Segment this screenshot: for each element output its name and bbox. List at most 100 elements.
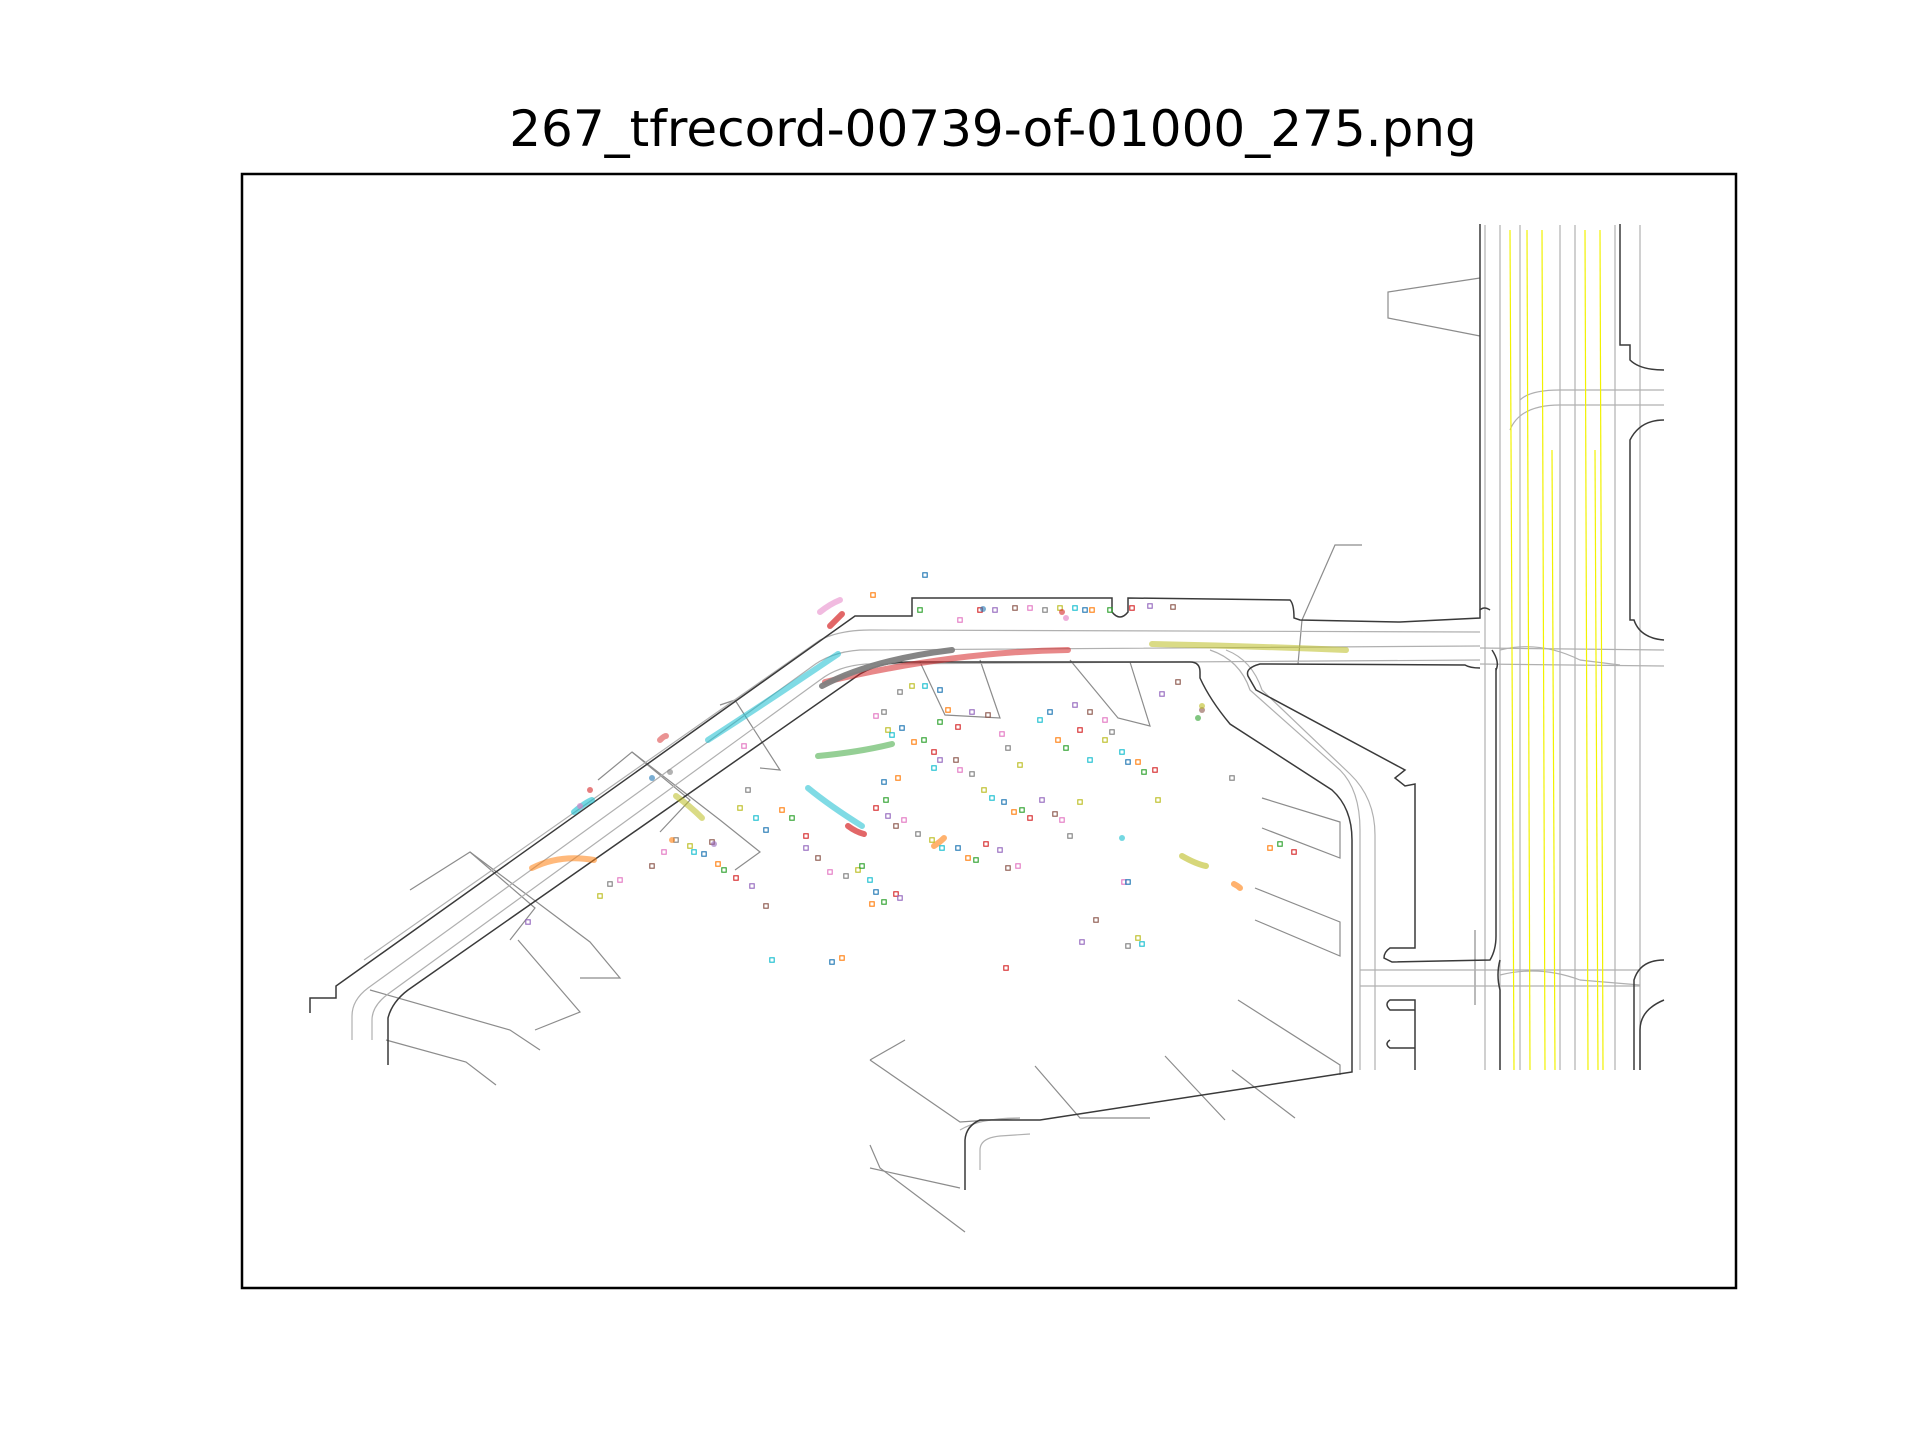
agent-position-marker xyxy=(1012,605,1018,611)
agent-position-marker xyxy=(1267,845,1273,851)
agent-position-marker xyxy=(855,867,861,873)
agent-position-marker xyxy=(803,845,809,851)
agent-position-marker xyxy=(1017,762,1023,768)
agent-position-marker xyxy=(889,732,895,738)
agent-position-marker xyxy=(829,959,835,965)
agent-position-marker xyxy=(1042,607,1048,613)
agent-position-marker xyxy=(922,683,928,689)
agent-position-marker xyxy=(957,767,963,773)
agent-position-marker xyxy=(937,757,943,763)
agent-position-marker xyxy=(915,831,921,837)
agent-position-marker xyxy=(691,849,697,855)
agent-position-marker xyxy=(1125,759,1131,765)
agent-position-marker xyxy=(1102,717,1108,723)
agent-position-marker xyxy=(931,765,937,771)
agent-position-marker xyxy=(1082,607,1088,613)
agent-position-marker xyxy=(1229,775,1235,781)
agent-position-marker xyxy=(753,815,759,821)
agent-trajectory xyxy=(805,785,865,829)
agent-trajectory xyxy=(571,797,595,815)
agent-position-marker xyxy=(1087,709,1093,715)
agent-position-marker xyxy=(733,875,739,881)
agent-position-marker xyxy=(981,787,987,793)
agent-position-marker xyxy=(661,849,667,855)
agent-position-marker xyxy=(893,891,899,897)
agent-position-marker xyxy=(803,833,809,839)
agent-position-marker xyxy=(1019,807,1025,813)
agent-position-marker xyxy=(939,845,945,851)
agent-position-dot xyxy=(1195,715,1201,721)
agent-position-marker xyxy=(969,709,975,715)
agent-position-marker xyxy=(1011,809,1017,815)
agent-position-marker xyxy=(897,689,903,695)
agent-position-marker xyxy=(745,787,751,793)
agent-position-marker xyxy=(525,919,531,925)
agent-position-marker xyxy=(985,712,991,718)
agent-position-marker xyxy=(992,607,998,613)
agent-position-marker xyxy=(955,845,961,851)
agent-position-marker xyxy=(969,771,975,777)
agent-position-marker xyxy=(827,869,833,875)
agent-position-marker xyxy=(881,709,887,715)
agent-position-marker xyxy=(741,743,747,749)
agent-position-marker xyxy=(873,713,879,719)
agent-trajectory xyxy=(673,793,705,821)
agent-trajectory xyxy=(827,611,845,629)
agent-trajectory xyxy=(529,855,597,871)
agent-position-marker xyxy=(1129,605,1135,611)
agent-position-marker xyxy=(937,687,943,693)
agent-position-marker xyxy=(1135,759,1141,765)
agent-position-marker xyxy=(1125,879,1131,885)
agent-position-marker xyxy=(1291,849,1297,855)
agent-position-marker xyxy=(1003,965,1009,971)
agent-position-marker xyxy=(1077,799,1083,805)
agent-position-marker xyxy=(983,841,989,847)
agent-position-marker xyxy=(957,617,963,623)
agent-position-marker xyxy=(1005,865,1011,871)
agent-position-marker xyxy=(885,727,891,733)
figure-title: 267_tfrecord-00739-of-01000_275.png xyxy=(509,100,1477,158)
agent-position-marker xyxy=(1093,917,1099,923)
agent-position-marker xyxy=(1027,815,1033,821)
agent-position-marker xyxy=(899,725,905,731)
agent-position-marker xyxy=(769,957,775,963)
agent-trajectory xyxy=(931,835,947,849)
agent-trajectory xyxy=(845,823,867,837)
lane-centerlines xyxy=(351,225,1665,1170)
agent-trajectory xyxy=(1149,641,1349,653)
agent-position-marker xyxy=(909,683,915,689)
agent-position-marker xyxy=(922,572,928,578)
agent-position-marker xyxy=(895,775,901,781)
agent-position-marker xyxy=(1079,939,1085,945)
agent-position-marker xyxy=(1052,811,1058,817)
agent-position-marker xyxy=(1087,757,1093,763)
agent-position-marker xyxy=(1135,935,1141,941)
agent-position-dot xyxy=(711,841,717,847)
agent-position-marker xyxy=(1059,817,1065,823)
agent-position-marker xyxy=(1015,863,1021,869)
agent-position-marker xyxy=(1147,603,1153,609)
agent-position-marker xyxy=(1037,717,1043,723)
agent-position-dot xyxy=(980,606,986,612)
agent-position-marker xyxy=(1072,702,1078,708)
agent-position-marker xyxy=(1047,709,1053,715)
agent-position-marker xyxy=(607,881,613,887)
agent-position-marker xyxy=(1141,769,1147,775)
agent-position-marker xyxy=(945,707,951,713)
agent-position-marker xyxy=(839,955,845,961)
agent-position-dot xyxy=(667,769,673,775)
agent-position-marker xyxy=(1155,797,1161,803)
agent-position-marker xyxy=(721,867,727,873)
agent-trajectory xyxy=(822,647,1071,685)
agent-position-marker xyxy=(883,797,889,803)
agent-position-marker xyxy=(881,779,887,785)
agent-position-marker xyxy=(789,815,795,821)
agent-position-marker xyxy=(911,739,917,745)
agent-position-marker xyxy=(965,855,971,861)
agent-position-marker xyxy=(873,805,879,811)
agent-position-marker xyxy=(1089,607,1095,613)
agent-position-marker xyxy=(815,855,821,861)
agents-layer xyxy=(525,572,1349,971)
agent-position-marker xyxy=(929,837,935,843)
agent-position-marker xyxy=(931,749,937,755)
